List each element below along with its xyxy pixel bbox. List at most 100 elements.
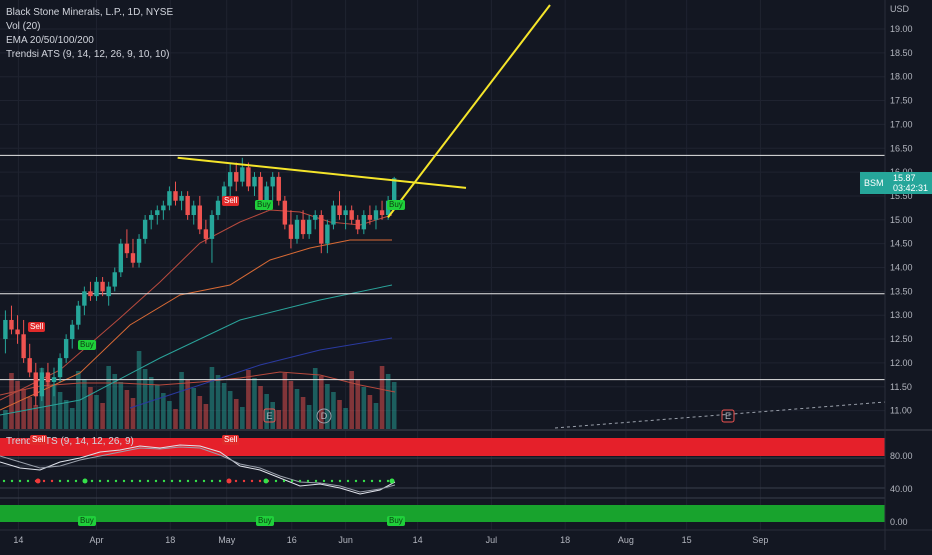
ema-line <box>0 284 393 416</box>
time-axis-label: 14 <box>413 535 423 545</box>
candle-body <box>106 286 111 297</box>
candle-body <box>258 176 263 206</box>
candle-body <box>173 191 178 201</box>
oscillator-buy-signal: Buy <box>78 516 96 526</box>
candle-body <box>70 324 75 340</box>
candle-body <box>118 243 124 273</box>
candle-body <box>221 186 227 201</box>
candle-body <box>27 358 32 373</box>
volume-bar <box>270 402 275 430</box>
sell-signal: Sell <box>28 322 46 332</box>
oscillator-signal-line <box>0 446 396 493</box>
candle <box>82 286 87 316</box>
buy-signal: Buy <box>78 340 96 350</box>
candle <box>21 319 26 363</box>
candle-body <box>270 176 275 187</box>
candle <box>234 162 239 192</box>
candle-body <box>288 224 294 239</box>
earnings-marker <box>263 408 276 423</box>
candle <box>343 205 348 230</box>
candle-body <box>373 210 379 220</box>
candle <box>63 334 69 363</box>
price-axis-label: 15.00 <box>890 215 913 225</box>
volume-bar <box>349 371 354 430</box>
buy-signal: Buy <box>255 200 273 210</box>
candle-body <box>136 238 142 263</box>
volume-bar <box>161 393 166 430</box>
candle <box>361 210 367 235</box>
candle-body <box>294 219 300 239</box>
candle-body <box>306 219 312 235</box>
oscillator-dot <box>162 479 166 483</box>
candle <box>94 277 99 301</box>
ticker-symbol: BSM <box>864 178 884 188</box>
earnings-marker <box>721 409 735 423</box>
candle-body <box>124 243 130 254</box>
candle <box>227 162 233 196</box>
oscillator-dot <box>330 479 334 483</box>
candle <box>185 191 190 220</box>
oscillator-axis-label: 0.00 <box>890 517 908 527</box>
volume-bar <box>142 369 148 430</box>
price-axis-label: 19.00 <box>890 24 913 34</box>
oscillator-dot <box>106 479 110 483</box>
volume-bar <box>82 379 87 430</box>
time-axis-label: Jul <box>486 535 498 545</box>
volume-bar <box>33 405 39 430</box>
volume-bar <box>258 386 263 430</box>
candle-body <box>234 172 239 182</box>
candle-body <box>63 339 69 359</box>
currency-label: USD <box>890 4 910 14</box>
volume-bar <box>215 375 221 430</box>
legend-trendsi[interactable]: Trendsi ATS (9, 14, 12, 26, 9, 10, 10) <box>6 49 170 60</box>
volume-bar <box>106 366 111 430</box>
candle-body <box>191 205 196 216</box>
candle <box>240 157 245 187</box>
volume-bar <box>118 382 124 430</box>
candle <box>161 200 166 220</box>
ticker-countdown: 03:42:31 <box>893 183 929 193</box>
volume-bar <box>3 410 8 430</box>
price-ticker[interactable]: BSM 15.87 03:42:31 <box>860 172 932 194</box>
candle-body <box>161 205 166 211</box>
candle <box>379 200 385 220</box>
volume-bar <box>221 383 227 430</box>
horizontal-levels <box>0 154 885 381</box>
candle <box>282 195 288 230</box>
candle <box>76 300 81 330</box>
candle <box>373 205 379 230</box>
time-axis-label: Jun <box>338 535 353 545</box>
candle <box>33 362 38 406</box>
oscillator-dot <box>35 478 41 484</box>
candle-body <box>88 291 93 297</box>
volume-bar <box>288 381 294 430</box>
oscillator-title[interactable]: TrendsiATS (9, 14, 12, 26, 9) <box>6 436 134 447</box>
ticker-price: 15.87 <box>893 173 916 183</box>
candle <box>246 162 251 192</box>
oscillator-dot <box>210 479 214 483</box>
sell-signal: Sell <box>222 196 240 206</box>
legend-ema[interactable]: EMA 20/50/100/200 <box>6 35 94 46</box>
oscillator-dot <box>386 479 390 483</box>
oscillator-dot <box>242 479 246 483</box>
candle <box>27 343 32 378</box>
candle <box>57 353 63 382</box>
time-axis-label: Aug <box>618 535 634 545</box>
legend-volume[interactable]: Vol (20) <box>6 21 41 32</box>
volume-bar <box>51 384 57 430</box>
volume-bar <box>173 409 178 430</box>
volume-bar <box>88 387 93 430</box>
legend-symbol[interactable]: Black Stone Minerals, L.P., 1D, NYSE <box>6 7 174 18</box>
volume-bar <box>264 394 269 430</box>
candle <box>39 367 45 402</box>
legend: Black Stone Minerals, L.P., 1D, NYSE Vol… <box>6 6 173 62</box>
oscillator-dot <box>74 479 78 483</box>
candle-body <box>185 195 190 216</box>
time-axis-label: 18 <box>165 535 175 545</box>
volume-bar <box>325 384 330 430</box>
oscillator-dot <box>346 479 350 483</box>
price-axis-label: 12.00 <box>890 358 913 368</box>
candle <box>106 281 111 306</box>
volume-bar <box>100 403 105 430</box>
